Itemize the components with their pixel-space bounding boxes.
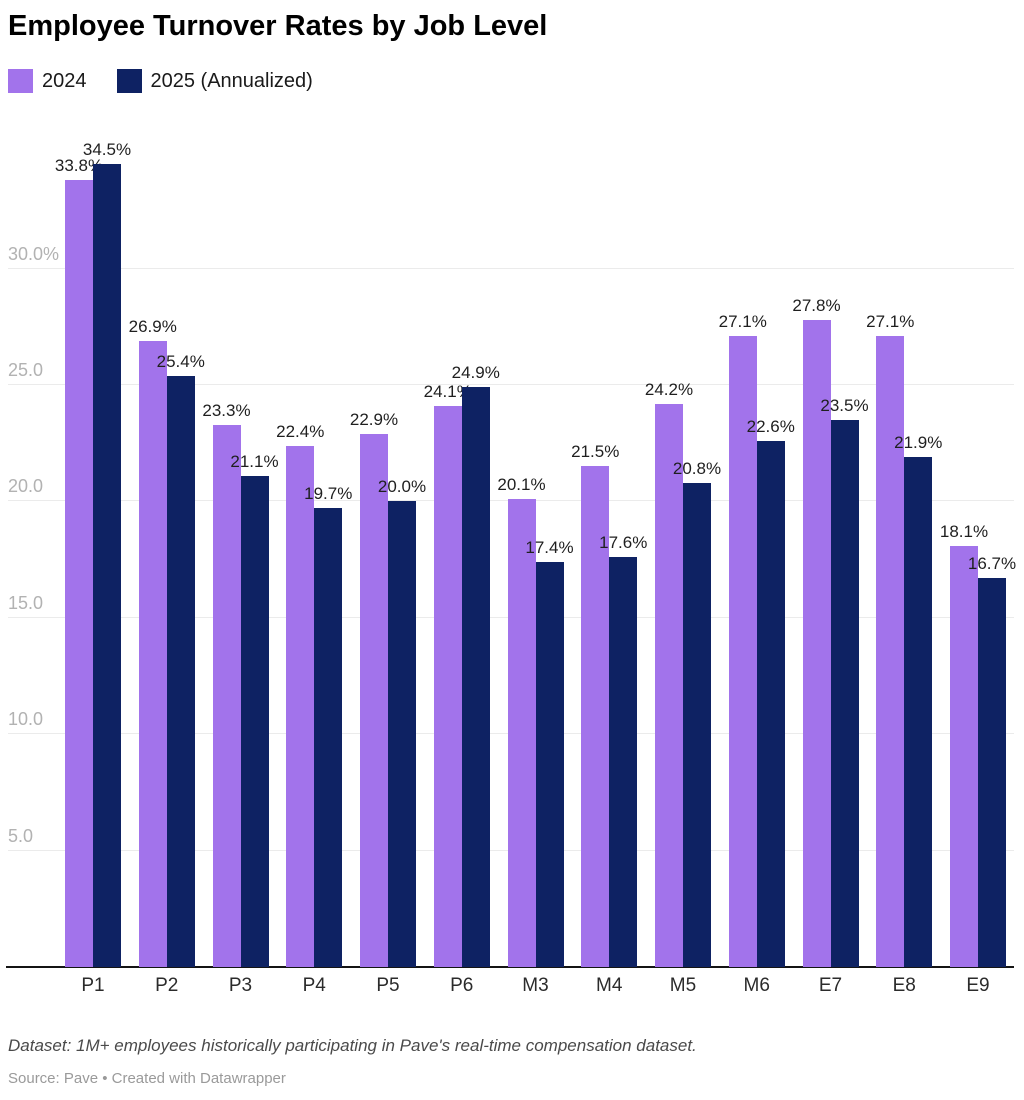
x-axis-line	[6, 966, 1014, 968]
value-label: 24.1%	[423, 381, 472, 401]
bar-p4-series-2024	[286, 445, 315, 967]
x-tick-label-m3: M3	[522, 975, 549, 996]
value-label: 21.1%	[230, 451, 279, 471]
legend-swatch-icon	[8, 69, 33, 93]
value-label: 17.4%	[525, 537, 574, 557]
bar-e9-series-2025	[978, 578, 1006, 967]
legend-label: 2025 (Annualized)	[150, 69, 313, 92]
x-tick-label-p6: P6	[450, 975, 474, 996]
bar-m4-series-2024	[581, 466, 610, 967]
bar-e7-series-2025	[830, 419, 859, 967]
bar-p4-series-2025	[314, 508, 343, 967]
bar-m6-series-2025	[756, 440, 785, 967]
bar-p6-series-2025	[461, 387, 490, 967]
value-label: 22.9%	[349, 409, 399, 429]
value-label: 27.8%	[792, 295, 841, 315]
value-label: 24.2%	[644, 379, 694, 399]
bar-e8-series-2024	[876, 336, 905, 967]
value-label: 18.1%	[939, 521, 989, 541]
gridline	[8, 267, 1014, 269]
x-tick-label-p5: P5	[376, 975, 400, 996]
bar-m3-series-2024	[507, 499, 536, 967]
value-label: 21.5%	[571, 442, 620, 462]
x-tick-label-m5: M5	[669, 975, 697, 996]
x-tick-label-m4: M4	[596, 975, 623, 996]
bar-m4-series-2025	[609, 557, 638, 967]
bar-p6-series-2024	[433, 405, 462, 967]
x-tick-label-p1: P1	[81, 975, 105, 996]
page-title: Employee Turnover Rates by Job Level	[8, 10, 548, 42]
legend-item: 2024	[8, 69, 87, 93]
x-tick-label-p2: P2	[155, 975, 179, 996]
value-label: 19.7%	[304, 484, 353, 504]
value-label: 34.5%	[82, 139, 132, 159]
x-tick-label-e8: E8	[892, 975, 916, 996]
source-attribution: Source: Pave • Created with Datawrapper	[8, 1070, 286, 1087]
value-label: 27.1%	[718, 312, 767, 332]
bar-m6-series-2024	[728, 336, 757, 967]
x-tick-label-p3: P3	[228, 975, 253, 996]
value-label: 17.6%	[599, 533, 648, 553]
bar-m5-series-2025	[683, 482, 711, 967]
legend-swatch-icon	[116, 69, 142, 93]
y-tick-label: 15.0	[8, 592, 44, 613]
value-label: 20.1%	[497, 475, 546, 495]
value-label: 20.0%	[377, 477, 427, 497]
y-tick-label: 25.0	[8, 360, 44, 380]
x-tick-label-e9: E9	[966, 975, 990, 996]
value-label: 26.9%	[128, 316, 177, 336]
y-tick-label: 20.0	[8, 476, 44, 497]
y-tick-label: 5.0	[8, 825, 34, 846]
value-label: 21.9%	[894, 433, 943, 453]
value-label: 23.3%	[202, 400, 251, 420]
bar-p2-series-2025	[166, 375, 195, 967]
legend-label: 2024	[42, 69, 87, 92]
bar-m5-series-2024	[655, 403, 683, 967]
value-label: 22.6%	[746, 416, 795, 436]
legend: 2024 2025 (Annualized)	[8, 69, 313, 93]
x-tick-label-e7: E7	[818, 975, 843, 996]
value-label: 24.9%	[451, 363, 500, 383]
legend-item: 2025 (Annualized)	[116, 69, 313, 93]
value-label: 22.4%	[276, 421, 325, 441]
value-label: 20.8%	[672, 458, 722, 478]
bar-p3-series-2025	[240, 475, 269, 967]
value-label: 33.8%	[54, 156, 104, 176]
bar-p1-series-2024	[65, 180, 93, 967]
gridline	[8, 384, 1014, 385]
bar-p5-series-2024	[360, 433, 388, 967]
bar-e7-series-2024	[802, 319, 831, 967]
x-tick-label-m6: M6	[743, 975, 770, 996]
bar-p3-series-2024	[212, 424, 241, 967]
dataset-note: Dataset: 1M+ employees historically part…	[8, 1036, 697, 1055]
y-tick-label: 10.0	[8, 709, 44, 730]
bar-e8-series-2025	[904, 457, 933, 967]
bar-p2-series-2024	[138, 340, 167, 967]
y-tick-label: 30.0%	[8, 243, 60, 264]
value-label: 16.7%	[967, 554, 1017, 574]
value-label: 25.4%	[156, 351, 205, 371]
value-label: 27.1%	[866, 312, 915, 332]
bar-p5-series-2025	[388, 501, 416, 967]
x-tick-label-p4: P4	[302, 975, 326, 996]
bar-e9-series-2024	[950, 545, 978, 967]
bar-m3-series-2025	[535, 561, 564, 967]
plot-area: 5.0 10.0 15.0 20.0 25.0 30.0% 33.8% 34.5% P1 26.9…	[0, 130, 1024, 996]
bar-p1-series-2025	[93, 163, 121, 967]
value-label: 23.5%	[820, 395, 869, 415]
